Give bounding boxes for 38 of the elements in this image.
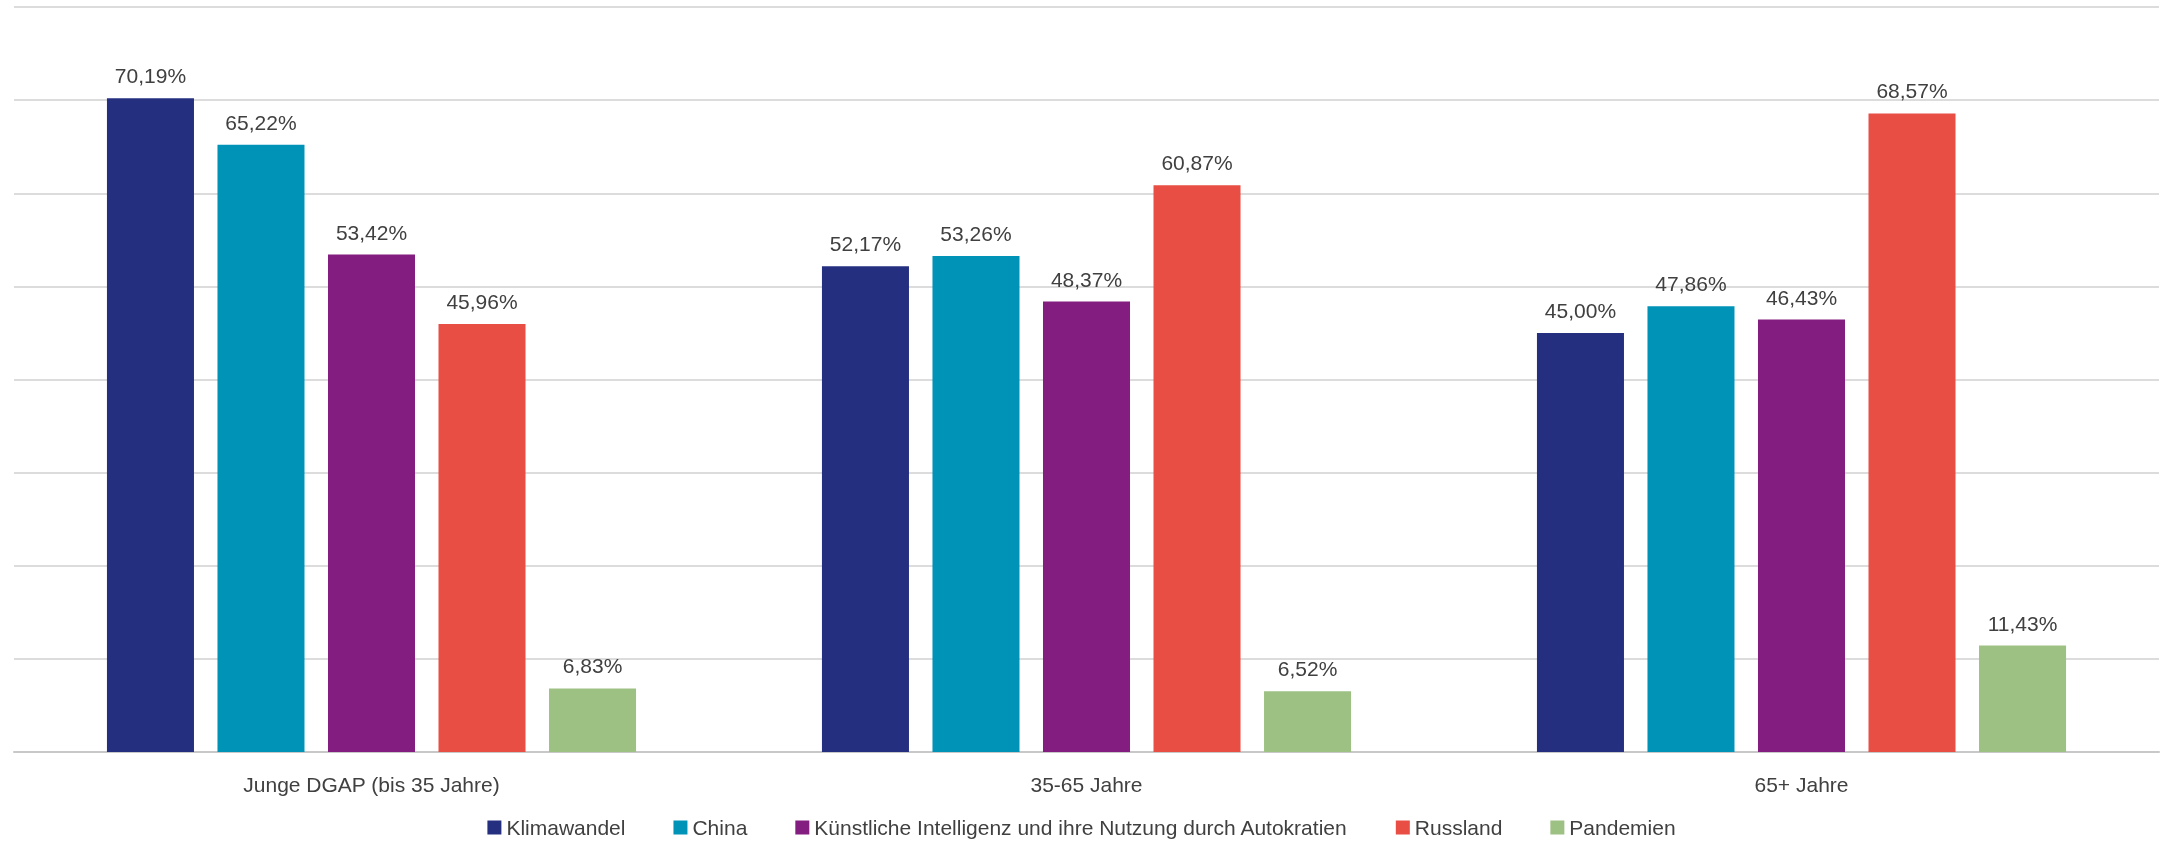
legend-label: Klimawandel — [506, 816, 626, 839]
data-label: 11,43% — [1987, 611, 2058, 635]
bar — [1264, 691, 1352, 752]
legend-label: Künstliche Intelligenz und ihre Nutzung durch Autokratien — [814, 816, 1347, 839]
data-label: 52,17% — [829, 232, 902, 256]
data-label: 53,42% — [335, 220, 408, 244]
bar — [932, 256, 1020, 752]
bar — [1647, 306, 1735, 752]
bar — [1042, 301, 1131, 752]
data-label: 6,83% — [562, 654, 623, 678]
data-label: 60,87% — [1161, 151, 1233, 175]
data-label: 53,26% — [940, 222, 1012, 246]
bar — [438, 324, 526, 752]
data-label: 6,52% — [1277, 657, 1338, 681]
legend-label: Russland — [1414, 816, 1503, 839]
x-tick-label: Junge DGAP (bis 35 Jahre) — [243, 773, 500, 796]
bar — [549, 688, 637, 752]
bar — [106, 98, 194, 752]
data-label: 45,00% — [1544, 298, 1617, 322]
data-label: 48,37% — [1050, 267, 1123, 291]
x-tick-label: 35-65 Jahre — [1030, 773, 1143, 796]
data-label: 45,96% — [446, 290, 518, 313]
bar — [1536, 332, 1624, 752]
data-label: 65,22% — [225, 110, 297, 134]
bar — [217, 144, 305, 752]
bar — [821, 266, 909, 752]
data-label: 46,43% — [1765, 285, 1838, 309]
legend-label: Pandemien — [1569, 816, 1676, 839]
x-tick-label: 65+ Jahre — [1754, 773, 1849, 796]
data-label: 68,57% — [1876, 79, 1948, 103]
data-label: 70,19% — [114, 64, 187, 88]
legend-label: China — [692, 816, 748, 839]
bar — [1979, 645, 2067, 752]
bar — [1757, 319, 1846, 752]
bar — [1868, 113, 1956, 752]
bar — [1153, 185, 1241, 752]
bar — [327, 254, 416, 752]
data-label: 47,86% — [1655, 272, 1727, 296]
